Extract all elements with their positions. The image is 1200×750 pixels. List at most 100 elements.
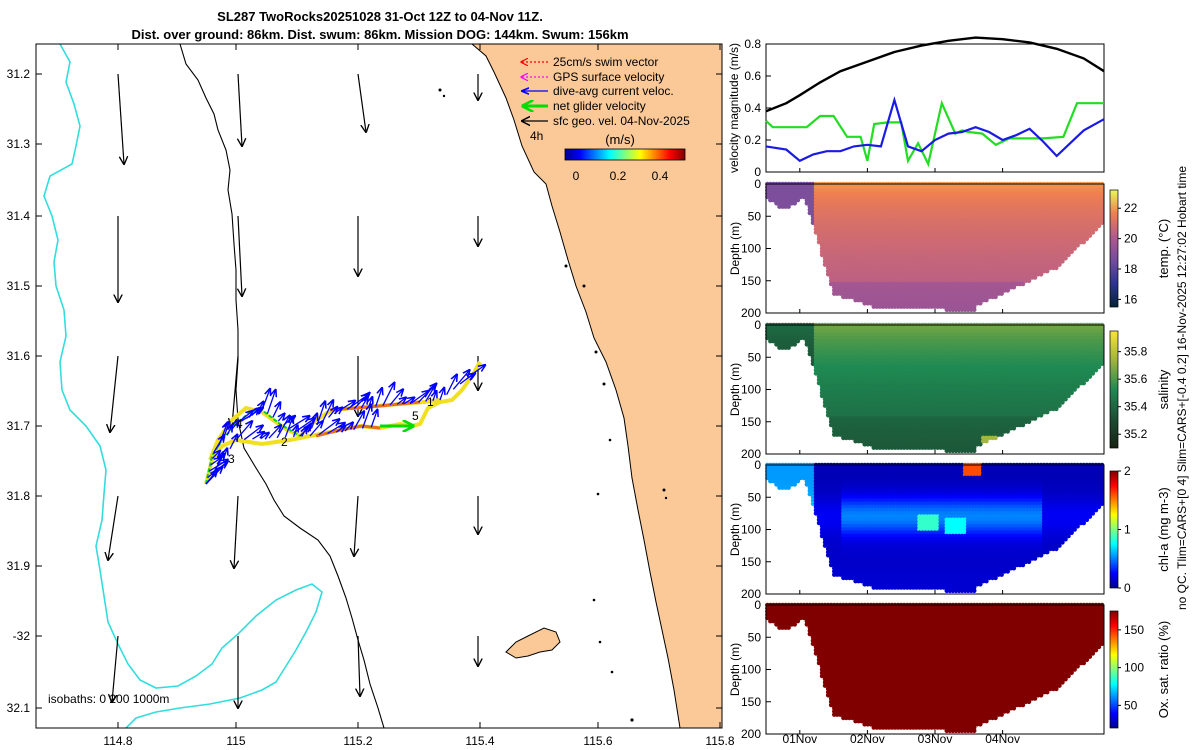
colorbar-tick-label: 22 <box>1124 201 1138 215</box>
day-marker-3: 3 <box>228 452 235 466</box>
colorbar-tick-label: 16 <box>1124 292 1138 306</box>
map-xtick-label: 115 <box>226 734 245 748</box>
map-legend: 25cm/s swim vector GPS surface velocity … <box>522 55 690 183</box>
current-vector <box>440 388 444 401</box>
current-vector <box>375 388 382 407</box>
current-vector <box>227 425 232 436</box>
sfc-velocity-arrow <box>238 73 242 146</box>
day-marker-2: 2 <box>281 435 288 449</box>
current-vector <box>318 419 340 436</box>
legend-net-velocity: net glider velocity <box>553 99 646 113</box>
velocity-series-line <box>765 96 1105 163</box>
current-vector <box>224 448 227 458</box>
current-vector <box>251 408 259 417</box>
map-ytick-label: 31.3 <box>7 137 31 151</box>
day-marker-1: 1 <box>427 395 434 409</box>
day-marker-4: 4 <box>236 417 243 431</box>
section-dot <box>971 307 977 313</box>
colorbar-tick-2: 0.4 <box>652 169 669 183</box>
current-vector <box>396 397 406 405</box>
sfc-velocity-arrow <box>110 355 119 432</box>
colorbar-tick-label: 20 <box>1124 232 1138 246</box>
map-xtick-label: 114.8 <box>103 734 132 748</box>
colorbar-tick-0: 0 <box>573 169 580 183</box>
sfc-velocity-arrow <box>232 355 239 426</box>
current-vector <box>310 413 317 429</box>
sfc-velocity-arrow <box>108 495 119 560</box>
section-dot <box>786 204 791 209</box>
colorbar-label: temp. (°C) <box>1156 219 1171 278</box>
current-vector <box>256 402 264 414</box>
current-vector <box>261 389 270 411</box>
velocity-ylabel: velocity magnitude (m/s) <box>727 43 741 173</box>
current-vector <box>425 385 435 402</box>
legend-swim-vector: 25cm/s swim vector <box>553 55 658 69</box>
sfc-velocity-arrow <box>234 495 238 568</box>
current-vector <box>260 433 269 439</box>
colorbar-tick-1: 0.2 <box>610 169 627 183</box>
map-frame <box>35 43 723 729</box>
current-vector <box>335 426 345 433</box>
current-vector <box>235 421 252 441</box>
sfc-velocity-arrow <box>357 73 366 132</box>
sfc-velocity-arrow <box>238 215 242 296</box>
velocity-ytick-label: 0.2 <box>744 133 761 147</box>
map-ytick-label: 31.4 <box>7 209 31 223</box>
section-dot <box>795 197 801 203</box>
colorbar-unit: (m/s) <box>605 132 635 147</box>
sfc-velocity-arrow <box>354 495 358 556</box>
island <box>505 627 561 659</box>
map-ytick-label: 31.8 <box>7 489 31 503</box>
current-vector <box>370 409 377 428</box>
current-vector <box>411 391 429 404</box>
current-vector <box>284 417 293 438</box>
map-xtick-label: 115.6 <box>583 734 612 748</box>
current-vector <box>266 390 275 414</box>
map-xtick-label: 115.8 <box>705 734 734 748</box>
map-ytick-label: 31.9 <box>7 559 31 573</box>
sfc-velocity-arrow <box>358 635 360 696</box>
colorbar-tick-label: 18 <box>1124 262 1138 276</box>
current-vector <box>235 411 253 425</box>
isobath-1000m <box>43 44 323 728</box>
sfc-velocity-arrow <box>117 73 124 164</box>
map-ytick-label: 31.6 <box>7 349 31 363</box>
sfc-geo-velocity-arrows <box>108 73 478 708</box>
velocity-ytick-label: 0 <box>754 165 761 179</box>
current-vector <box>403 397 414 403</box>
current-vector <box>322 400 333 422</box>
day-marker-5: 5 <box>412 409 419 423</box>
velocity-ytick-label: 0.6 <box>744 69 761 83</box>
legend-sfc-velocity: sfc geo. vel. 04-Nov-2025 <box>553 114 690 128</box>
title-line-1: SL287 TwoRocks20251028 31-Oct 12Z to 04-… <box>217 9 543 24</box>
land-mass <box>471 44 722 728</box>
velocity-series-line <box>765 36 1105 113</box>
map-ytick-label: 31.2 <box>7 67 31 81</box>
legend-current-velocity: dive-avg current veloc. <box>553 84 674 98</box>
current-vector <box>243 425 263 441</box>
legend-gps-velocity: GPS surface velocity <box>553 70 664 84</box>
current-vector <box>294 425 298 438</box>
map-xtick-label: 115.2 <box>343 734 372 748</box>
current-vector <box>268 425 281 439</box>
current-vector <box>339 401 355 411</box>
current-vector <box>302 427 307 437</box>
current-vector <box>472 365 485 374</box>
isobaths-label: isobaths: 0 200 1000m <box>48 692 169 706</box>
dive-avg-current-vectors <box>205 365 485 485</box>
map-ytick-label: 32.1 <box>7 701 31 715</box>
current-vector <box>353 411 364 431</box>
current-vector <box>466 373 476 378</box>
current-vector <box>309 421 323 437</box>
legend-interval: 4h <box>530 129 543 143</box>
map-ytick-label: -32 <box>13 629 31 643</box>
section-ytick-label: 0 <box>754 177 761 191</box>
current-vector <box>333 407 342 413</box>
section-ytick-label: 50 <box>748 209 762 223</box>
current-vector <box>361 404 372 429</box>
current-vector <box>389 389 403 406</box>
map-axis-ticks: 114.8 115 115.2 115.4 115.6 115.831.231.331.4… <box>7 44 735 748</box>
section-colorbar <box>1109 189 1119 308</box>
